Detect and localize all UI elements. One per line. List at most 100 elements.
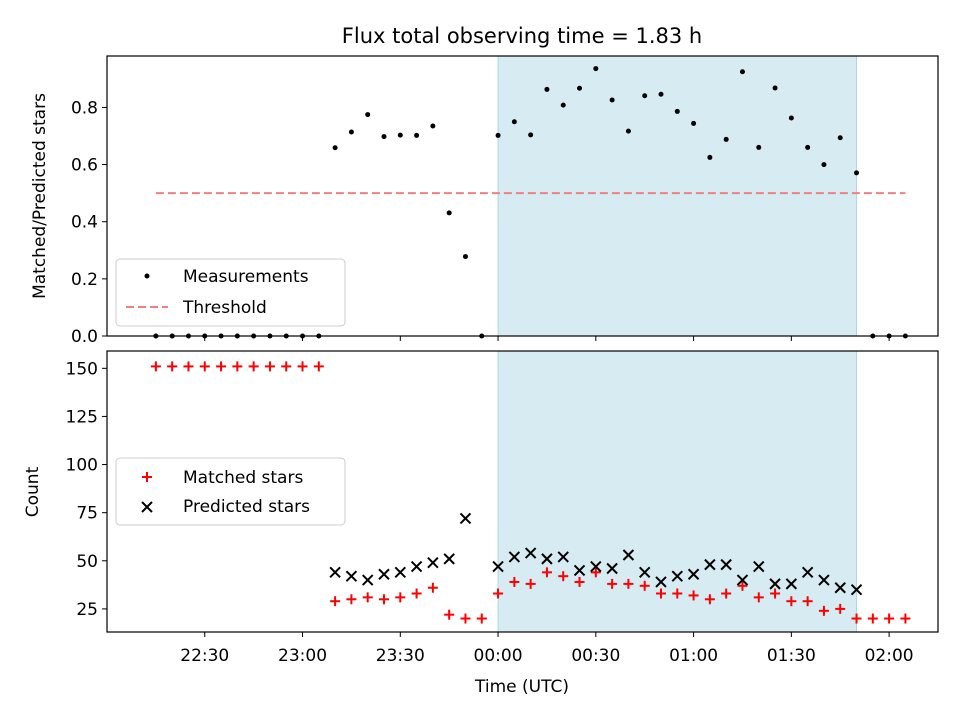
- top-y-axis: 0.0 0.2 0.4 0.6 0.8: [71, 98, 107, 347]
- measurement-point: [772, 85, 778, 91]
- measurement-point: [430, 123, 436, 129]
- matched-star-point: [150, 361, 161, 372]
- matched-star-point: [281, 361, 292, 372]
- x-tick-label: 00:00: [474, 646, 523, 666]
- measurement-point: [691, 120, 697, 126]
- matched-star-point: [704, 594, 715, 605]
- measurement-point: [821, 162, 827, 168]
- predicted-star-point: [704, 558, 716, 571]
- measurement-point: [511, 119, 517, 125]
- predicted-star-point: [361, 574, 374, 586]
- matched-star-point: [639, 580, 650, 591]
- predicted-star-point: [622, 549, 635, 561]
- predicted-star-point: [459, 512, 472, 525]
- bottom-axes-frame: [106, 350, 939, 633]
- matched-star-point: [248, 361, 259, 372]
- predicted-star-point: [785, 578, 798, 590]
- matched-star-point: [656, 588, 666, 599]
- measurement-point: [739, 69, 745, 75]
- predicted-star-point: [655, 576, 667, 588]
- matched-star-point: [216, 361, 227, 372]
- matched-star-point: [362, 592, 373, 603]
- predicted-star-point: [736, 574, 749, 586]
- measurement-point: [674, 108, 680, 114]
- matched-star-point: [199, 361, 210, 372]
- top-legend: Measurements Threshold: [115, 258, 346, 327]
- matched-star-point: [476, 613, 487, 624]
- top-axes-frame: [106, 55, 939, 337]
- matched-star-point: [623, 578, 634, 589]
- measurement-point: [446, 210, 452, 216]
- highlight-span-rect: [497, 350, 858, 633]
- bottom-legend: Matched stars Predicted stars: [115, 457, 346, 526]
- predicted-star-point: [345, 570, 358, 582]
- matched-star-point: [297, 361, 308, 372]
- x-axis-label: Time (UTC): [474, 677, 569, 697]
- measurement-point: [658, 91, 664, 97]
- x-tick-label: 00:30: [571, 646, 620, 666]
- predicted-star-point: [606, 562, 618, 575]
- measurement-point: [528, 132, 534, 138]
- legend-matched-marker: [142, 472, 152, 482]
- x-tick-label: 23:30: [376, 646, 425, 666]
- y-tick-label: 0.4: [71, 213, 98, 233]
- predicted-star-point: [671, 570, 684, 582]
- predicted-star-point: [541, 553, 553, 565]
- predicted-star-point: [834, 582, 846, 594]
- predicted-star-point: [329, 566, 341, 579]
- predicted-star-point: [508, 551, 521, 563]
- bottom-x-axis: 22:30 23:00 23:30 00:00 00:30 01:00 01:30 02:00: [180, 632, 914, 666]
- measurement-point: [723, 136, 729, 142]
- measurement-point: [805, 144, 811, 150]
- y-tick-label: 50: [76, 552, 98, 572]
- measurement-point: [756, 144, 762, 150]
- measurement-point: [560, 102, 566, 108]
- measurement-point: [381, 134, 387, 140]
- y-tick-label: 0.6: [71, 156, 98, 176]
- matched-star-point: [688, 590, 699, 601]
- matched-star-point: [346, 594, 357, 605]
- y-tick-label: 0.8: [71, 98, 98, 118]
- matched-star-point: [818, 605, 829, 616]
- matched-star-point: [264, 361, 275, 372]
- measurement-point: [577, 85, 583, 91]
- measurement-point: [414, 132, 420, 138]
- matched-star-point: [232, 361, 243, 372]
- bottom-panel: 25 50 75 100 125 150 22:30 23:00 23:30 00:00 00:3…: [23, 350, 939, 697]
- x-tick-label: 22:30: [180, 646, 229, 666]
- matched-star-point: [574, 576, 585, 587]
- legend-predicted-marker: [141, 501, 153, 513]
- top-x-ticks: [204, 336, 890, 341]
- matched-star-point: [525, 578, 536, 589]
- measurement-point: [332, 145, 338, 151]
- matched-star-point: [786, 596, 797, 607]
- y-tick-label: 25: [76, 600, 98, 620]
- top-y-axis-label: Matched/Predicted stars: [30, 93, 50, 299]
- legend-predicted-label: Predicted stars: [183, 497, 310, 517]
- y-tick-label: 125: [66, 407, 98, 427]
- matched-star-point: [493, 588, 504, 599]
- measurement-point: [788, 115, 794, 121]
- measurement-point: [348, 129, 354, 135]
- predicted-star-point: [850, 583, 863, 596]
- measurement-point: [593, 66, 599, 72]
- matched-star-point: [558, 571, 569, 582]
- predicted-star-point: [753, 560, 765, 573]
- y-tick-label: 0.0: [71, 327, 98, 347]
- predicted-star-point: [638, 566, 651, 579]
- count-points: [150, 361, 911, 624]
- predicted-star-point: [590, 560, 602, 573]
- matched-star-point: [395, 592, 406, 603]
- predicted-star-point: [524, 547, 537, 559]
- bottom-y-axis-label: Count: [23, 466, 43, 517]
- predicted-star-point: [394, 566, 407, 579]
- predicted-star-point: [410, 560, 423, 573]
- x-tick-label: 23:00: [278, 646, 327, 666]
- measurement-point: [609, 97, 615, 103]
- matched-star-point: [541, 567, 552, 578]
- y-tick-label: 75: [76, 504, 98, 524]
- predicted-star-point: [769, 578, 781, 590]
- matched-star-point: [427, 582, 438, 593]
- matched-star-point: [379, 594, 389, 605]
